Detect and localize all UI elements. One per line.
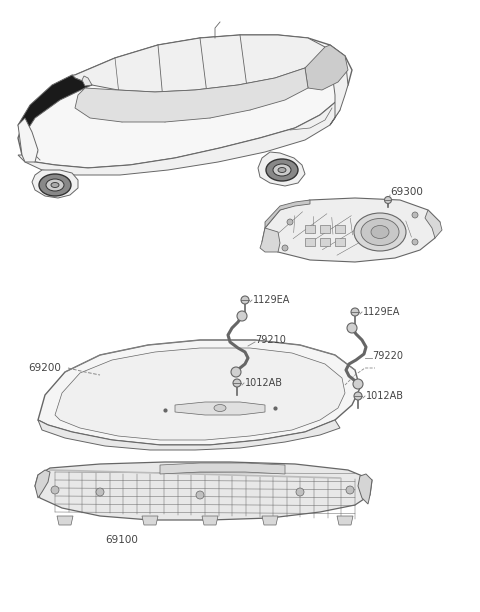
Text: 1012AB: 1012AB [366, 391, 404, 401]
Circle shape [296, 488, 304, 496]
Bar [320, 238, 330, 246]
Polygon shape [18, 75, 92, 138]
Bar [305, 238, 315, 246]
Polygon shape [358, 474, 372, 504]
Circle shape [346, 486, 354, 494]
Ellipse shape [273, 164, 291, 176]
Polygon shape [82, 76, 92, 86]
Bar [335, 225, 345, 233]
Bar [320, 225, 330, 233]
Polygon shape [425, 210, 442, 238]
Bar [335, 238, 345, 246]
Circle shape [231, 367, 241, 377]
Polygon shape [337, 516, 353, 525]
Circle shape [353, 379, 363, 389]
Text: 1012AB: 1012AB [245, 378, 283, 388]
Ellipse shape [371, 225, 389, 239]
Polygon shape [38, 340, 360, 445]
Circle shape [351, 308, 359, 316]
Circle shape [282, 245, 288, 251]
Ellipse shape [266, 159, 298, 181]
Polygon shape [18, 35, 352, 168]
Ellipse shape [46, 179, 64, 191]
Text: 69300: 69300 [390, 187, 423, 197]
Ellipse shape [278, 168, 286, 173]
Polygon shape [330, 45, 348, 125]
Circle shape [412, 212, 418, 218]
Ellipse shape [214, 405, 226, 411]
Ellipse shape [51, 182, 59, 187]
Text: 69200: 69200 [28, 363, 61, 373]
Polygon shape [72, 35, 325, 92]
Text: 79210: 79210 [255, 335, 286, 345]
Circle shape [51, 486, 59, 494]
Polygon shape [18, 118, 38, 162]
Polygon shape [265, 200, 310, 228]
Circle shape [233, 379, 241, 387]
Polygon shape [38, 420, 340, 450]
Polygon shape [262, 516, 278, 525]
Circle shape [287, 219, 293, 225]
Polygon shape [57, 516, 73, 525]
Bar [305, 225, 315, 233]
Polygon shape [35, 462, 372, 520]
Polygon shape [18, 100, 340, 175]
Circle shape [384, 196, 392, 204]
Ellipse shape [361, 218, 399, 245]
Text: 69100: 69100 [105, 535, 138, 545]
Circle shape [237, 311, 247, 321]
Polygon shape [35, 470, 50, 498]
Text: 1129EA: 1129EA [253, 295, 290, 305]
Text: 1129EA: 1129EA [363, 307, 400, 317]
Circle shape [412, 239, 418, 245]
Circle shape [354, 392, 362, 400]
Polygon shape [202, 516, 218, 525]
Ellipse shape [39, 174, 71, 196]
Polygon shape [55, 348, 345, 440]
Polygon shape [175, 402, 265, 415]
Ellipse shape [354, 213, 406, 251]
Text: 79220: 79220 [372, 351, 403, 361]
Polygon shape [160, 463, 285, 474]
Circle shape [241, 296, 249, 304]
Circle shape [96, 488, 104, 496]
Circle shape [196, 491, 204, 499]
Circle shape [347, 323, 357, 333]
Polygon shape [260, 228, 280, 252]
Polygon shape [262, 198, 440, 262]
Polygon shape [258, 152, 305, 186]
Polygon shape [305, 45, 348, 90]
Polygon shape [32, 170, 78, 198]
Polygon shape [75, 68, 308, 122]
Polygon shape [142, 516, 158, 525]
